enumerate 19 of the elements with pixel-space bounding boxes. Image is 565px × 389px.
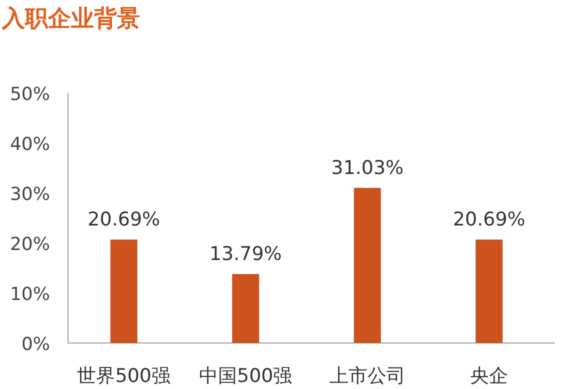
bar <box>476 240 503 343</box>
data-label: 13.79% <box>209 243 282 266</box>
x-tick-label: 央企 <box>470 365 508 387</box>
bar <box>232 274 260 343</box>
y-tick-label: 30% <box>10 184 50 205</box>
x-tick-label: 世界500强 <box>77 365 171 387</box>
y-tick-label: 40% <box>10 134 50 155</box>
chart-title: 入职企业背景 <box>1 6 140 32</box>
data-label: 20.69% <box>452 208 526 231</box>
y-tick-label: 20% <box>10 234 50 255</box>
x-tick-label: 上市公司 <box>329 365 406 387</box>
data-label: 20.69% <box>88 208 160 231</box>
y-tick-label: 10% <box>10 284 50 305</box>
y-tick-label: 0% <box>21 334 50 355</box>
bar <box>110 240 138 343</box>
x-tick-label: 中国500强 <box>198 365 292 387</box>
data-label: 31.03% <box>331 156 404 179</box>
y-tick-label: 50% <box>10 84 50 105</box>
bar <box>354 188 381 343</box>
